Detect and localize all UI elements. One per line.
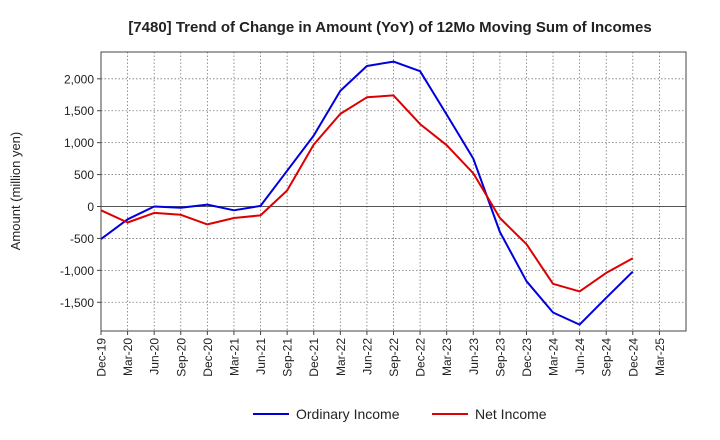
x-tick-label: Mar-22 [334,338,348,376]
series-line-ordinary-income [100,60,634,326]
y-tick-label: 2,000 [64,72,94,86]
x-tick-label: Dec-23 [520,338,534,377]
x-tick-label: Mar-21 [227,338,241,376]
x-tick-label: Sep-23 [493,338,507,377]
chart-title: [7480] Trend of Change in Amount (YoY) o… [128,19,651,36]
legend-label: Net Income [475,406,547,422]
y-tick-label: 1,000 [64,136,94,150]
y-tick-label: 0 [87,200,94,214]
legend: Ordinary Income Net Income [253,406,547,422]
x-tick-label: Sep-24 [600,338,614,377]
x-tick-label: Dec-19 [95,338,109,377]
plot-frame [100,51,687,332]
x-tick-label: Dec-22 [414,338,428,377]
x-tick-label: Dec-20 [201,338,215,377]
legend-label: Ordinary Income [296,406,400,422]
x-tick-label: Sep-21 [281,338,295,377]
x-tick-label: Dec-24 [626,338,640,377]
x-tick-label: Sep-20 [174,338,188,377]
x-tick-label: Dec-21 [307,338,321,377]
y-tick-label: -1,000 [60,264,94,278]
x-tick-label: Jun-24 [573,338,587,375]
x-tick-label: Jun-20 [148,338,162,375]
x-tick-label: Mar-25 [653,338,667,376]
x-tick-label: Jun-23 [467,338,481,375]
y-tick-label: 500 [74,168,94,182]
x-tick-label: Jun-21 [254,338,268,375]
y-tick-label: 1,500 [64,104,94,118]
y-tick-label: -1,500 [60,296,94,310]
x-tick-label: Jun-22 [360,338,374,375]
series-line-net-income [100,94,634,293]
x-tick-label: Mar-24 [547,338,561,376]
y-axis-label: Amount (million yen) [8,132,23,251]
x-tick-label: Mar-23 [440,338,454,376]
x-tick-label: Sep-22 [387,338,401,377]
x-tick-label: Mar-20 [121,338,135,376]
y-tick-label: -500 [70,232,94,246]
